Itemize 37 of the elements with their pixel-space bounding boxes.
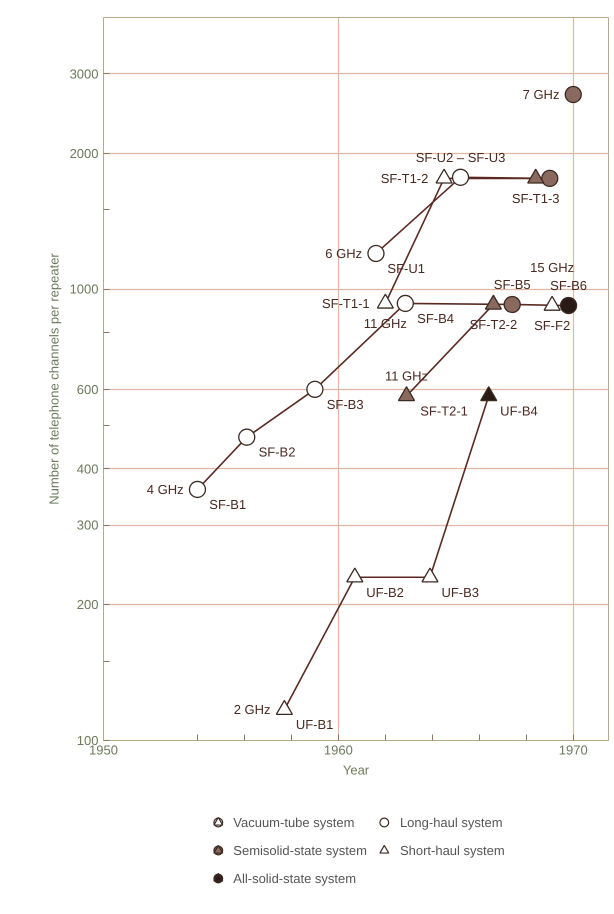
annotation: 6 GHz [325,246,362,261]
annotation: SF-B5 [494,276,531,292]
legend-label: Semisolid-state system [233,842,367,858]
legend-label: All-solid-state system [233,870,356,886]
y-tick-label: 3000 [70,66,98,82]
annotation: SF-B1 [209,496,246,512]
annotation: SF-U2 – SF-U3 [416,150,506,165]
x-axis-title: Year [342,762,370,778]
legend-label: Long-haul system [400,814,503,830]
x-tick-label: 1960 [324,742,353,758]
annotation: 7 GHz [522,87,560,102]
y-tick-label: 300 [76,518,99,533]
annotation: SF-B3 [326,396,364,412]
annotation: SF-T1-3 [512,190,560,206]
annotation: SF-B6 [550,278,587,294]
annotation: 4 GHz [146,482,184,497]
annotation: UF-B2 [366,584,404,600]
annotation: UF-B4 [500,403,538,418]
annotation: SF-T1-1 [322,296,370,311]
y-axis-title: Number of telephone channels per repeater [46,252,62,505]
legend-label: Vacuum-tube system [233,814,354,830]
annotation: SF-F2 [534,318,570,334]
y-tick-label: 400 [76,461,99,476]
y-tick-label: 1000 [70,282,98,297]
x-tick-label: 1970 [558,742,588,758]
annotation: SF-T1-2 [380,170,428,186]
annotation: 2 GHz [234,702,271,718]
annotation: UF-B1 [296,717,334,732]
y-tick-label: 2000 [70,146,98,161]
legend-label: Short-haul system [400,842,505,858]
annotation: SF-B4 [417,310,454,326]
annotation: SF-T2-1 [420,403,468,418]
annotation: UF-B3 [441,584,480,600]
annotation: SF-B2 [258,444,296,460]
y-tick-label: 600 [76,382,99,397]
y-tick-label: 200 [76,597,99,612]
annotation: 15 GHz [530,260,574,276]
